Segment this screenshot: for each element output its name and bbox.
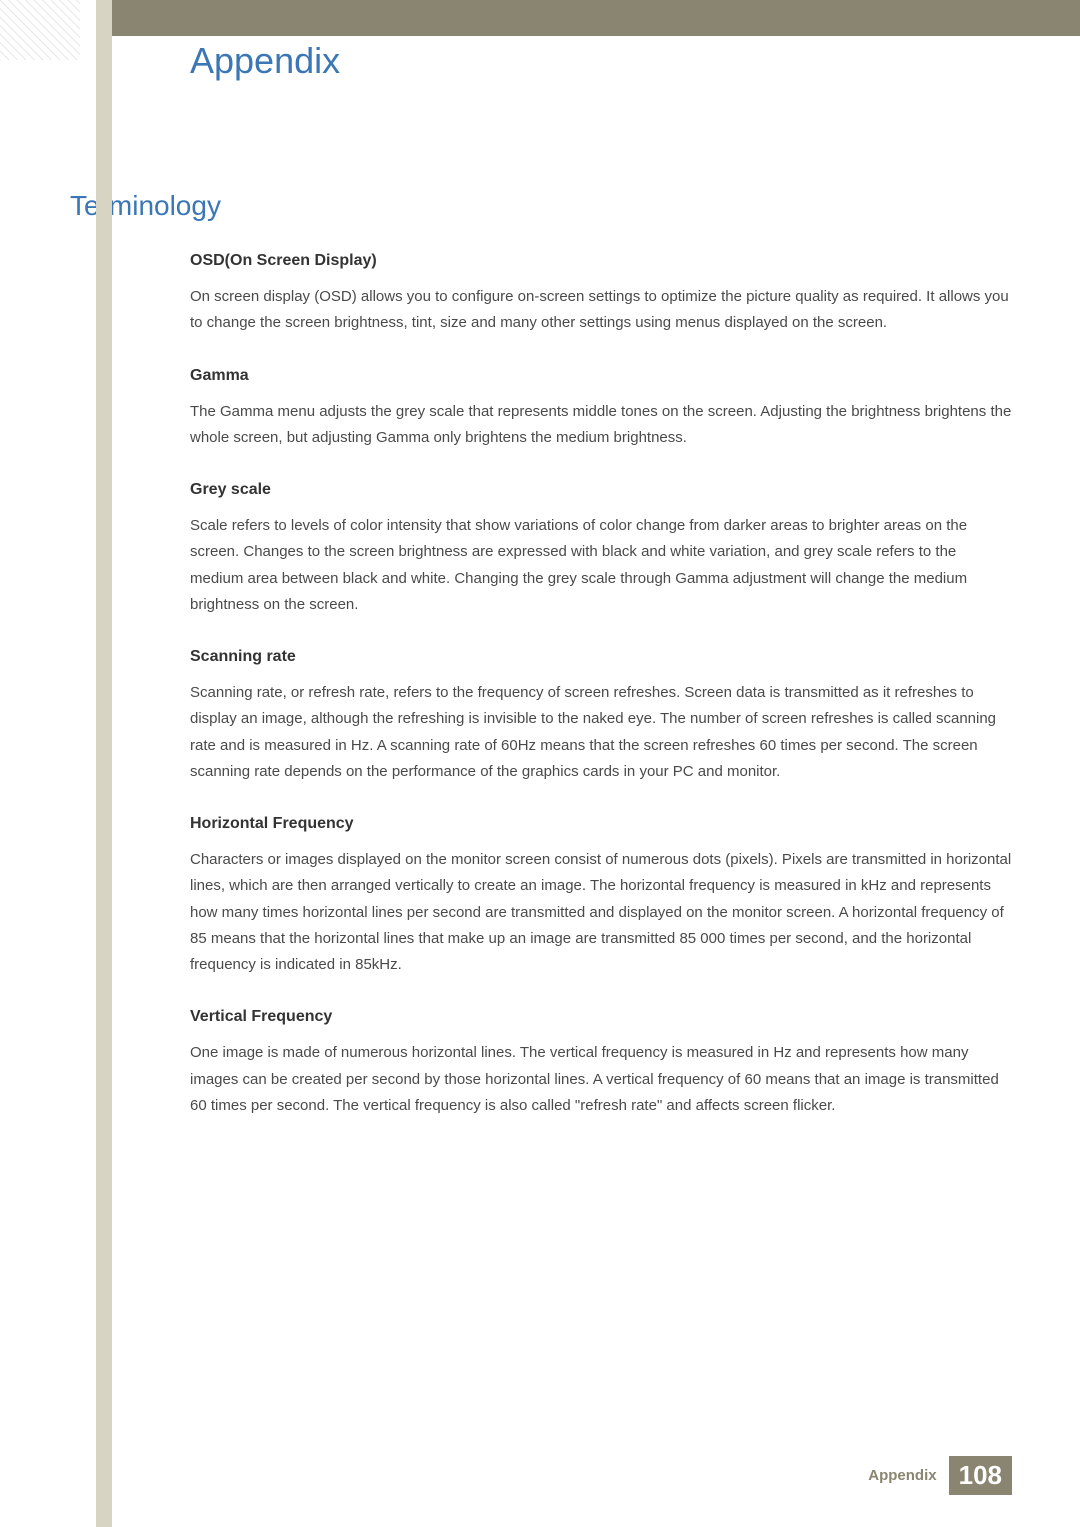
- header-band: [96, 0, 1080, 36]
- page-footer: Appendix 108: [868, 1456, 1012, 1495]
- term-block: Gamma The Gamma menu adjusts the grey sc…: [190, 367, 1012, 452]
- term-block: Vertical Frequency One image is made of …: [190, 1008, 1012, 1119]
- term-body: Scale refers to levels of color intensit…: [190, 513, 1012, 618]
- term-block: Grey scale Scale refers to levels of col…: [190, 481, 1012, 618]
- content-area: OSD(On Screen Display) On screen display…: [190, 252, 1012, 1149]
- term-block: OSD(On Screen Display) On screen display…: [190, 252, 1012, 337]
- term-block: Horizontal Frequency Characters or image…: [190, 815, 1012, 978]
- side-band: [96, 0, 112, 1527]
- corner-hatch-decoration: [0, 0, 80, 60]
- term-title: Grey scale: [190, 481, 1012, 499]
- term-body: One image is made of numerous horizontal…: [190, 1040, 1012, 1119]
- term-block: Scanning rate Scanning rate, or refresh …: [190, 648, 1012, 785]
- term-body: Characters or images displayed on the mo…: [190, 847, 1012, 978]
- term-body: Scanning rate, or refresh rate, refers t…: [190, 680, 1012, 785]
- term-body: The Gamma menu adjusts the grey scale th…: [190, 399, 1012, 452]
- term-title: OSD(On Screen Display): [190, 252, 1012, 270]
- term-title: Gamma: [190, 367, 1012, 385]
- term-body: On screen display (OSD) allows you to co…: [190, 284, 1012, 337]
- footer-label: Appendix: [868, 1467, 936, 1484]
- chapter-title: Appendix: [190, 40, 340, 82]
- term-title: Scanning rate: [190, 648, 1012, 666]
- page-number: 108: [949, 1456, 1012, 1495]
- term-title: Horizontal Frequency: [190, 815, 1012, 833]
- section-title: Terminology: [70, 190, 221, 222]
- term-title: Vertical Frequency: [190, 1008, 1012, 1026]
